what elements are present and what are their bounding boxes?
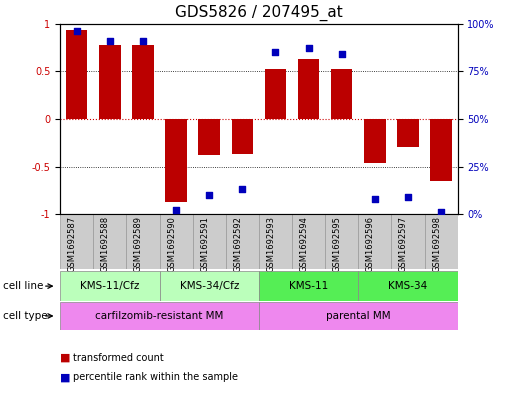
Bar bbox=[425, 214, 458, 269]
Bar bbox=[160, 271, 259, 301]
Point bbox=[271, 49, 280, 55]
Text: KMS-11: KMS-11 bbox=[289, 281, 328, 291]
Bar bbox=[99, 44, 121, 119]
Bar bbox=[397, 119, 419, 147]
Bar bbox=[259, 271, 358, 301]
Text: cell type: cell type bbox=[3, 311, 47, 321]
Text: KMS-34/Cfz: KMS-34/Cfz bbox=[179, 281, 239, 291]
Bar bbox=[358, 271, 458, 301]
Text: ■: ■ bbox=[60, 372, 74, 382]
Title: GDS5826 / 207495_at: GDS5826 / 207495_at bbox=[175, 5, 343, 21]
Text: GSM1692595: GSM1692595 bbox=[333, 216, 342, 272]
Point bbox=[139, 38, 147, 44]
Bar bbox=[226, 214, 259, 269]
Bar bbox=[265, 69, 286, 119]
Bar bbox=[192, 214, 226, 269]
Bar bbox=[198, 119, 220, 155]
Bar bbox=[66, 30, 87, 119]
Text: GSM1692588: GSM1692588 bbox=[101, 216, 110, 272]
Point bbox=[304, 45, 313, 51]
Text: ■: ■ bbox=[60, 353, 74, 363]
Text: GSM1692589: GSM1692589 bbox=[134, 216, 143, 272]
Bar bbox=[292, 214, 325, 269]
Bar bbox=[391, 214, 425, 269]
Text: GSM1692596: GSM1692596 bbox=[366, 216, 375, 272]
Text: GSM1692598: GSM1692598 bbox=[432, 216, 441, 272]
Text: transformed count: transformed count bbox=[73, 353, 164, 363]
Point bbox=[371, 196, 379, 202]
Bar bbox=[298, 59, 320, 119]
Text: GSM1692593: GSM1692593 bbox=[266, 216, 276, 272]
Text: cell line: cell line bbox=[3, 281, 43, 291]
Bar bbox=[93, 214, 127, 269]
Point bbox=[106, 38, 114, 44]
Text: KMS-34: KMS-34 bbox=[388, 281, 428, 291]
Bar bbox=[364, 119, 385, 163]
Bar bbox=[259, 302, 458, 330]
Text: KMS-11/Cfz: KMS-11/Cfz bbox=[80, 281, 140, 291]
Bar bbox=[325, 214, 358, 269]
Bar bbox=[331, 69, 353, 119]
Bar bbox=[165, 119, 187, 202]
Bar bbox=[160, 214, 192, 269]
Bar bbox=[127, 214, 160, 269]
Text: GSM1692587: GSM1692587 bbox=[67, 216, 77, 272]
Text: GSM1692594: GSM1692594 bbox=[300, 216, 309, 272]
Point bbox=[337, 51, 346, 57]
Bar bbox=[60, 302, 259, 330]
Point bbox=[205, 192, 213, 198]
Bar bbox=[60, 214, 93, 269]
Bar bbox=[232, 119, 253, 154]
Point bbox=[238, 186, 246, 193]
Bar bbox=[132, 46, 154, 119]
Bar bbox=[430, 119, 452, 181]
Text: GSM1692590: GSM1692590 bbox=[167, 216, 176, 272]
Bar bbox=[259, 214, 292, 269]
Text: GSM1692592: GSM1692592 bbox=[233, 216, 242, 272]
Point bbox=[172, 207, 180, 213]
Text: GSM1692591: GSM1692591 bbox=[200, 216, 209, 272]
Point bbox=[73, 28, 81, 34]
Text: carfilzomib-resistant MM: carfilzomib-resistant MM bbox=[95, 311, 224, 321]
Text: GSM1692597: GSM1692597 bbox=[399, 216, 408, 272]
Point bbox=[437, 209, 445, 215]
Bar bbox=[60, 271, 160, 301]
Bar bbox=[358, 214, 391, 269]
Text: percentile rank within the sample: percentile rank within the sample bbox=[73, 372, 238, 382]
Text: parental MM: parental MM bbox=[326, 311, 391, 321]
Point bbox=[404, 194, 412, 200]
